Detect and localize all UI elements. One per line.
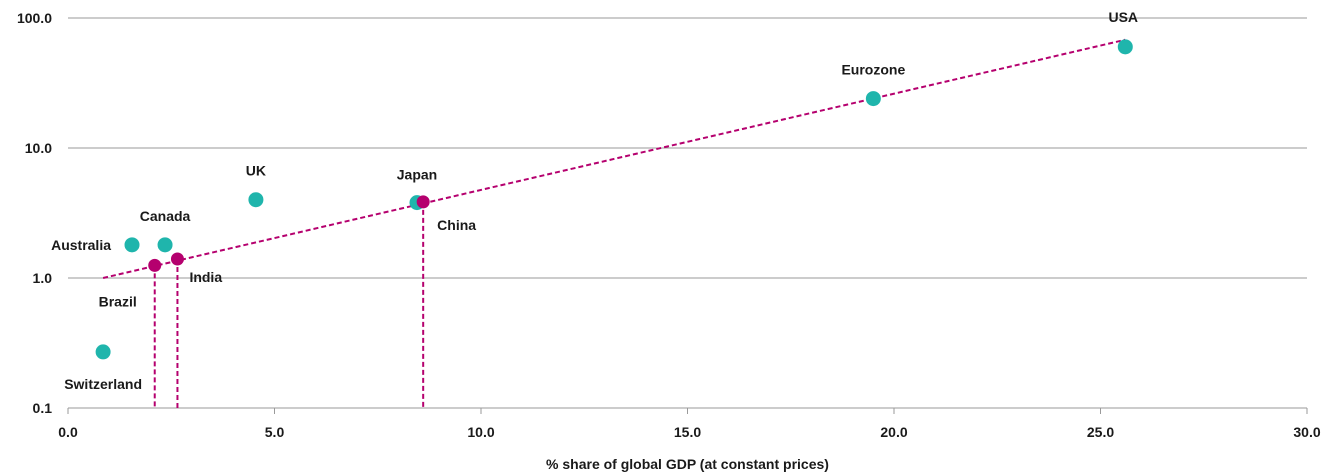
- point-eurozone: [866, 91, 881, 106]
- x-tick-label: 15.0: [674, 424, 701, 440]
- trendline-layer: [103, 40, 1125, 278]
- point-usa: [1118, 39, 1133, 54]
- x-axis-title: % share of global GDP (at constant price…: [546, 456, 829, 472]
- point-label-uk: UK: [246, 163, 266, 179]
- point-brazil: [148, 259, 161, 272]
- point-label-canada: Canada: [140, 208, 191, 224]
- data-points: [96, 39, 1133, 359]
- point-label-india: India: [189, 269, 222, 285]
- x-tick-label: 5.0: [265, 424, 285, 440]
- point-switzerland: [96, 344, 111, 359]
- point-label-switzerland: Switzerland: [64, 376, 142, 392]
- point-labels: USA Eurozone Japan China UK Canada Australia In…: [51, 9, 1138, 392]
- gridlines: [68, 18, 1307, 408]
- x-tick-label: 30.0: [1293, 424, 1320, 440]
- drop-lines: [155, 202, 423, 408]
- y-tick-label: 100.0: [17, 10, 52, 26]
- x-tick-label: 20.0: [880, 424, 907, 440]
- point-label-china: China: [437, 217, 476, 233]
- point-label-brazil: Brazil: [99, 293, 137, 309]
- y-tick-label: 10.0: [25, 140, 52, 156]
- point-label-eurozone: Eurozone: [841, 62, 905, 78]
- axes: 0.1 1.0 10.0 100.0 0.0 5.0 10.0 15.0 20.0 25.0 30.…: [17, 10, 1321, 440]
- point-australia: [125, 237, 140, 252]
- point-uk: [248, 192, 263, 207]
- point-label-usa: USA: [1108, 9, 1138, 25]
- x-tick-label: 25.0: [1087, 424, 1114, 440]
- y-tick-label: 0.1: [33, 400, 53, 416]
- point-label-australia: Australia: [51, 237, 111, 253]
- x-tick-label: 10.0: [467, 424, 494, 440]
- x-tick-label: 0.0: [58, 424, 78, 440]
- point-label-japan: Japan: [397, 167, 437, 183]
- point-india: [171, 253, 184, 266]
- trendline: [103, 40, 1125, 278]
- point-canada: [158, 237, 173, 252]
- y-tick-label: 1.0: [33, 270, 53, 286]
- point-china: [417, 195, 430, 208]
